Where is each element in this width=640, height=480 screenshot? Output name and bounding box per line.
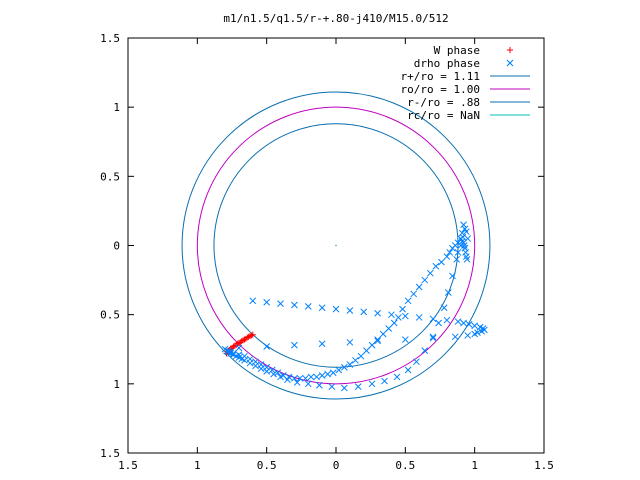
legend-label: rc/ro = NaN bbox=[407, 109, 480, 122]
y-tick-label: 0.5 bbox=[100, 170, 120, 183]
x-tick-label: 1 bbox=[194, 459, 201, 472]
x-tick-label: 1.5 bbox=[118, 459, 138, 472]
y-tick-label: 1 bbox=[113, 101, 120, 114]
legend-label: r-/ro = .88 bbox=[407, 96, 480, 109]
legend-label: ro/ro = 1.00 bbox=[401, 83, 480, 96]
chart-title: m1/n1.5/q1.5/r-+.80-j410/M15.0/512 bbox=[223, 12, 448, 25]
y-tick-label: 1.5 bbox=[100, 32, 120, 45]
x-tick-label: 0 bbox=[333, 459, 340, 472]
chart: m1/n1.5/q1.5/r-+.80-j410/M15.0/512 1.5 1 0.… bbox=[0, 0, 640, 480]
legend-label: drho phase bbox=[414, 57, 480, 70]
legend-label: r+/ro = 1.11 bbox=[401, 70, 480, 83]
center-dot bbox=[335, 245, 336, 246]
y-tick-label: 1 bbox=[113, 378, 120, 391]
y-tick-label: 1.5 bbox=[100, 447, 120, 460]
legend-label: W phase bbox=[434, 44, 480, 57]
y-tick-label: 0 bbox=[113, 240, 120, 253]
x-tick-label: 1.5 bbox=[534, 459, 554, 472]
x-tick-label: 0.5 bbox=[395, 459, 415, 472]
y-tick-label: 0.5 bbox=[100, 309, 120, 322]
x-tick-label: 0.5 bbox=[257, 459, 277, 472]
x-tick-label: 1 bbox=[471, 459, 478, 472]
